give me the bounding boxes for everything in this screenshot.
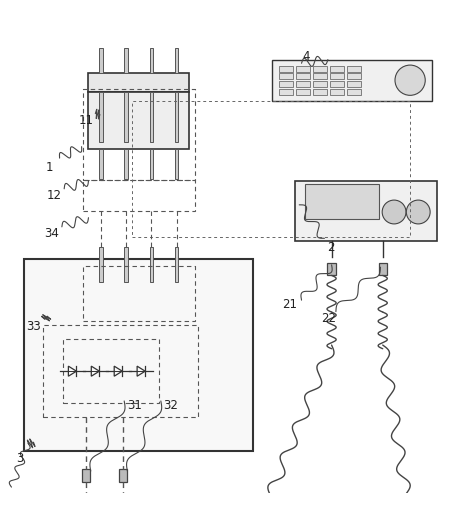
Bar (150, 92, 154, 142)
Bar (296, 65, 310, 72)
Circle shape (382, 200, 406, 224)
Bar (99, 92, 103, 142)
Bar (99, 149, 103, 179)
Bar (330, 89, 344, 95)
Bar (99, 248, 103, 282)
Bar (279, 73, 293, 79)
Bar (89, 92, 189, 149)
Bar (330, 81, 344, 87)
Bar (124, 149, 128, 179)
Bar (313, 65, 327, 72)
Bar (279, 81, 293, 87)
Bar (313, 81, 327, 87)
Text: 3: 3 (16, 452, 24, 465)
Text: 1: 1 (46, 161, 53, 174)
Bar (296, 89, 310, 95)
Bar (150, 48, 154, 73)
Bar (327, 262, 336, 276)
Bar (118, 469, 127, 482)
Bar (124, 92, 128, 142)
Bar (82, 469, 90, 482)
Bar (83, 90, 195, 180)
Circle shape (406, 200, 430, 224)
Bar (175, 48, 178, 73)
Bar (42, 325, 198, 417)
Bar (347, 89, 361, 95)
Bar (83, 180, 195, 211)
Circle shape (395, 65, 425, 95)
Bar (175, 248, 178, 282)
Bar (63, 339, 160, 403)
Bar (150, 248, 154, 282)
Text: 4: 4 (302, 50, 310, 63)
Bar (99, 48, 103, 73)
Bar (150, 149, 154, 179)
Bar (272, 60, 432, 101)
Text: 12: 12 (47, 189, 62, 202)
Bar (313, 89, 327, 95)
Bar (279, 89, 293, 95)
Bar (132, 101, 410, 237)
Bar (296, 73, 310, 79)
Bar (89, 73, 189, 92)
Text: 34: 34 (44, 227, 59, 240)
Bar (313, 73, 327, 79)
Bar (378, 262, 387, 276)
Bar (175, 92, 178, 142)
Bar (296, 81, 310, 87)
Bar (124, 248, 128, 282)
Text: 31: 31 (127, 399, 142, 412)
Text: 2: 2 (328, 241, 335, 254)
Bar (295, 181, 437, 241)
Text: 22: 22 (321, 312, 337, 325)
Bar (305, 184, 378, 219)
Bar (83, 266, 195, 321)
Bar (330, 73, 344, 79)
Bar (347, 65, 361, 72)
Bar (124, 48, 128, 73)
Text: 21: 21 (283, 298, 297, 311)
Bar (330, 65, 344, 72)
Bar (347, 73, 361, 79)
Bar (175, 149, 178, 179)
Bar (347, 81, 361, 87)
Text: 32: 32 (164, 399, 178, 412)
Text: 11: 11 (79, 114, 94, 127)
Bar (279, 65, 293, 72)
Bar (24, 259, 254, 451)
Text: 33: 33 (26, 320, 41, 333)
